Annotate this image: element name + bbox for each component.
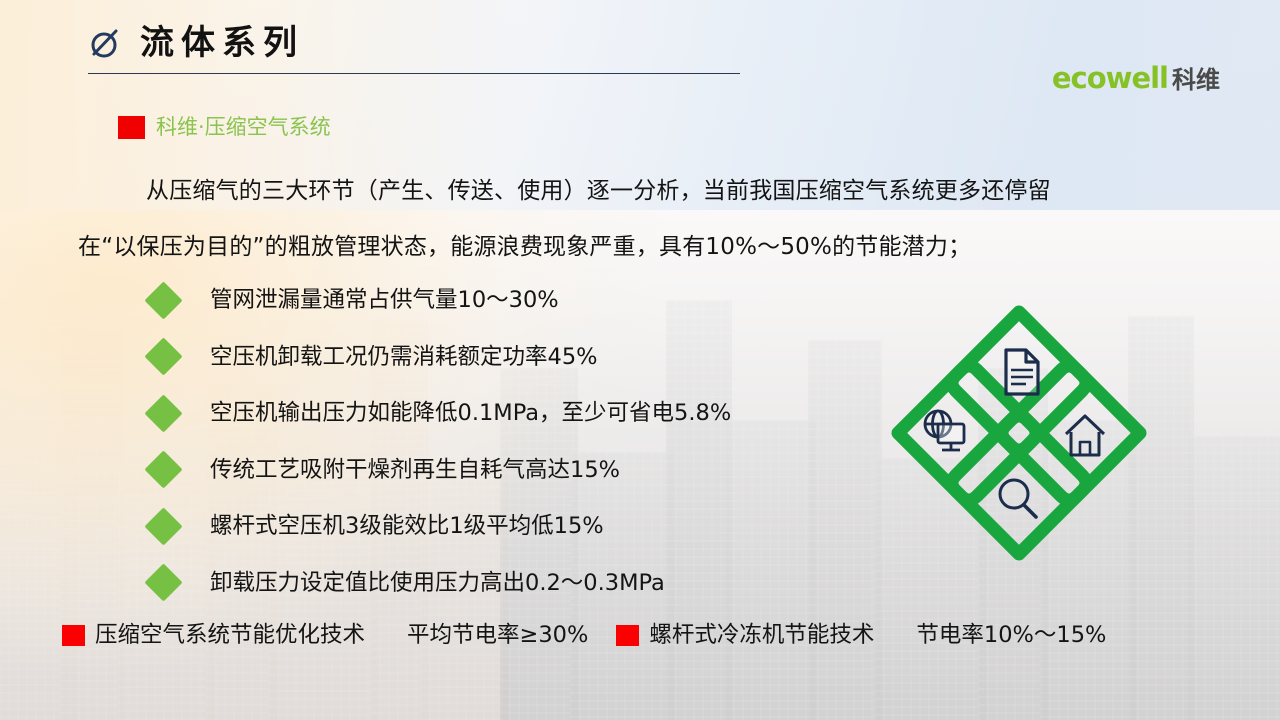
home-icon bbox=[1064, 414, 1106, 457]
slide-header: 流体系列 bbox=[88, 23, 740, 74]
list-item: 卸载压力设定值比使用压力高出0.2～0.3MPa bbox=[144, 555, 731, 612]
red-square-bullet-icon bbox=[118, 116, 145, 139]
diamond-bullet-icon bbox=[144, 450, 183, 489]
list-item: 空压机输出压力如能降低0.1MPa，至少可省电5.8% bbox=[144, 385, 732, 442]
background-sky bbox=[0, 0, 1280, 210]
diamond-shape-bottom bbox=[945, 409, 1093, 561]
document-icon bbox=[1004, 348, 1040, 396]
section-title: 科维·压缩空气系统 bbox=[156, 115, 331, 139]
diamond-bullet-icon bbox=[144, 337, 183, 376]
page-title: 流体系列 bbox=[140, 23, 304, 63]
list-item: 螺杆式空压机3级能效比1级平均低15% bbox=[144, 498, 731, 555]
circle-slash-icon bbox=[91, 29, 118, 58]
title-divider bbox=[88, 73, 740, 74]
list-item: 管网泄漏量通常占供气量10～30% bbox=[144, 272, 731, 329]
section-heading: 科维·压缩空气系统 bbox=[118, 116, 331, 139]
bullet-list: 管网泄漏量通常占供气量10～30% 空压机卸载工况仍需消耗额定功率45% 空压机… bbox=[144, 272, 732, 612]
globe-monitor-icon bbox=[923, 409, 966, 452]
diamond-bullet-icon bbox=[144, 563, 183, 602]
footer-item-1-value: 平均节电率≥30% bbox=[407, 622, 589, 648]
slide-footer: 压缩空气系统节能优化技术 平均节电率≥30% 螺杆式冷冻机节能技术 节电率10%… bbox=[62, 624, 1252, 647]
list-item-label: 管网泄漏量通常占供气量10～30% bbox=[210, 287, 559, 313]
diamond-bullet-icon bbox=[144, 507, 183, 546]
four-diamond-graphic bbox=[891, 305, 1147, 561]
paragraph-line-2: 在“以保压为目的”的粗放管理状态，能源浪费现象严重，具有10%～50%的节能潜力… bbox=[78, 234, 972, 260]
list-item-label: 螺杆式空压机3级能效比1级平均低15% bbox=[210, 513, 604, 539]
magnifier-icon bbox=[998, 478, 1038, 519]
list-item: 传统工艺吸附干燥剂再生自耗气高达15% bbox=[144, 442, 731, 499]
footer-item-2-value: 节电率10%～15% bbox=[916, 622, 1107, 648]
footer-item-1: 压缩空气系统节能优化技术 平均节电率≥30% bbox=[62, 624, 588, 647]
footer-item-1-name: 压缩空气系统节能优化技术 bbox=[95, 622, 366, 648]
list-item-label: 卸载压力设定值比使用压力高出0.2～0.3MPa bbox=[210, 569, 665, 596]
logo-wordmark: ecowell bbox=[1051, 61, 1169, 95]
diamond-bullet-icon bbox=[144, 281, 183, 320]
diamond-bullet-icon bbox=[144, 394, 183, 433]
paragraph-line-1: 从压缩气的三大环节（产生、传送、使用）逐一分析，当前我国压缩空气系统更多还停留 bbox=[146, 178, 1051, 204]
list-item-label: 传统工艺吸附干燥剂再生自耗气高达15% bbox=[210, 456, 621, 483]
list-item-label: 空压机输出压力如能降低0.1MPa，至少可省电5.8% bbox=[210, 400, 732, 426]
brand-logo: ecowell 科维 bbox=[1052, 60, 1220, 95]
logo-chinese-name: 科维 bbox=[1172, 66, 1220, 94]
footer-item-2: 螺杆式冷冻机节能技术 节电率10%～15% bbox=[616, 624, 1106, 647]
footer-item-2-name: 螺杆式冷冻机节能技术 bbox=[649, 622, 875, 648]
red-square-bullet-icon bbox=[62, 624, 85, 646]
list-item: 空压机卸载工况仍需消耗额定功率45% bbox=[144, 329, 731, 386]
red-square-bullet-icon bbox=[616, 624, 640, 646]
intro-paragraph: 从压缩气的三大环节（产生、传送、使用）逐一分析，当前我国压缩空气系统更多还停留 … bbox=[78, 163, 1218, 275]
list-item-label: 空压机卸载工况仍需消耗额定功率45% bbox=[210, 343, 598, 370]
